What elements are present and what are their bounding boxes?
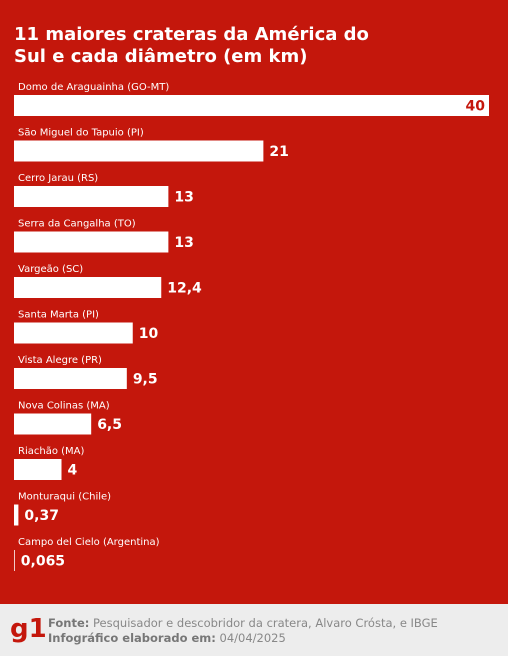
category-label: Serra da Cangalha (TO) — [18, 219, 136, 230]
footer-text: Fonte: Pesquisador e descobridor da crat… — [48, 616, 438, 646]
value-label: 0,37 — [24, 508, 59, 524]
bar — [14, 95, 489, 116]
category-label: Vista Alegre (PR) — [18, 355, 102, 366]
bar — [14, 322, 133, 344]
category-label: Santa Marta (PI) — [18, 310, 99, 321]
value-label: 9,5 — [133, 372, 158, 388]
bar — [14, 413, 92, 435]
value-label: 13 — [174, 235, 193, 251]
category-label: Monturaqui (Chile) — [18, 492, 111, 503]
footer: g1 Fonte: Pesquisador e descobridor da c… — [0, 604, 508, 656]
category-label: Vargeão (SC) — [18, 264, 83, 275]
value-label: 40 — [466, 99, 486, 115]
value-label: 10 — [139, 326, 159, 342]
bar — [14, 231, 169, 253]
date: 04/04/2025 — [219, 631, 286, 645]
value-label: 0,065 — [21, 554, 65, 570]
bar — [14, 550, 15, 571]
category-label: Domo de Araguainha (GO-MT) — [18, 82, 169, 93]
bar — [14, 504, 19, 526]
category-label: Campo del Cielo (Argentina) — [18, 537, 160, 548]
bar — [14, 459, 62, 480]
value-label: 4 — [68, 463, 78, 479]
logo: g1 — [10, 614, 47, 644]
category-label: Cerro Jarau (RS) — [18, 173, 98, 184]
value-label: 21 — [269, 144, 288, 160]
category-label: Nova Colinas (MA) — [18, 401, 110, 412]
bar — [14, 140, 264, 162]
value-label: 12,4 — [167, 281, 202, 297]
category-label: São Miguel do Tapuio (PI) — [18, 128, 144, 139]
value-label: 13 — [174, 190, 193, 206]
source: Pesquisador e descobridor da cratera, Al… — [93, 616, 438, 630]
date-label: Infográfico elaborado em: — [48, 631, 216, 645]
chart: Domo de Araguainha (GO-MT) 40 São Miguel d… — [14, 82, 489, 571]
value-label: 6,5 — [97, 417, 122, 433]
source-label: Fonte: — [48, 616, 90, 630]
chart-title: 11 maiores crateras da América do Sul e … — [14, 24, 369, 67]
bar — [14, 368, 127, 389]
bar — [14, 277, 162, 298]
category-label: Riachão (MA) — [18, 446, 84, 457]
bar — [14, 186, 169, 207]
